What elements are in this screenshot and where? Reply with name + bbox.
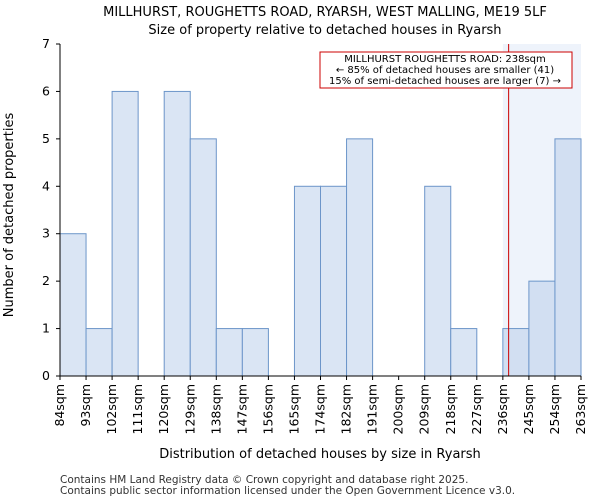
chart-title: MILLHURST, ROUGHETTS ROAD, RYARSH, WEST … bbox=[103, 5, 547, 20]
y-tick-label: 7 bbox=[42, 36, 50, 51]
annotation-line-1: MILLHURST ROUGHETTS ROAD: 238sqm bbox=[344, 54, 546, 65]
bar-series bbox=[59, 90, 582, 377]
y-tick-label: 3 bbox=[42, 226, 50, 241]
y-tick-label: 5 bbox=[42, 131, 50, 146]
footer-line-2: Contains public sector information licen… bbox=[60, 485, 515, 497]
annotation-line-3: 15% of semi-detached houses are larger (… bbox=[329, 76, 561, 87]
x-tick-label: 263sqm bbox=[573, 384, 588, 434]
annotation-box: MILLHURST ROUGHETTS ROAD: 238sqm ← 85% o… bbox=[319, 51, 573, 89]
bar bbox=[528, 280, 556, 377]
x-tick-label: 129sqm bbox=[182, 384, 197, 434]
chart-subtitle: Size of property relative to detached ho… bbox=[148, 23, 501, 38]
bar bbox=[111, 90, 139, 377]
bar bbox=[85, 328, 113, 377]
x-tick-label: 147sqm bbox=[234, 384, 249, 434]
y-tick-label: 0 bbox=[42, 368, 50, 383]
x-tick-label: 138sqm bbox=[208, 384, 223, 434]
bar bbox=[320, 185, 348, 377]
x-tick-label: 165sqm bbox=[286, 384, 301, 434]
x-tick-label: 209sqm bbox=[417, 384, 432, 434]
bar bbox=[59, 233, 87, 377]
bar bbox=[241, 328, 269, 377]
x-tick-label: 200sqm bbox=[391, 384, 406, 434]
bar bbox=[450, 328, 478, 377]
y-tick-label: 2 bbox=[42, 273, 50, 288]
bar bbox=[293, 185, 322, 377]
x-tick-label: 84sqm bbox=[52, 384, 67, 427]
y-tick-label: 6 bbox=[42, 83, 50, 98]
x-tick-label: 102sqm bbox=[104, 384, 119, 434]
x-tick-label: 174sqm bbox=[313, 384, 328, 434]
x-tick-label: 93sqm bbox=[78, 384, 93, 427]
x-tick-label: 254sqm bbox=[547, 384, 562, 434]
x-tick-label: 218sqm bbox=[443, 384, 458, 434]
x-tick-label: 191sqm bbox=[365, 384, 380, 434]
x-tick-label: 111sqm bbox=[130, 384, 145, 434]
footer-line-1: Contains HM Land Registry data © Crown c… bbox=[60, 474, 468, 486]
bar bbox=[215, 328, 243, 377]
x-tick-label: 182sqm bbox=[339, 384, 354, 434]
y-tick-label: 1 bbox=[42, 321, 50, 336]
x-tick-label: 236sqm bbox=[495, 384, 510, 434]
x-tick-label: 120sqm bbox=[156, 384, 171, 434]
x-axis-label: Distribution of detached houses by size … bbox=[159, 447, 481, 462]
x-tick-label: 245sqm bbox=[521, 384, 536, 434]
bar bbox=[502, 328, 530, 377]
bar bbox=[189, 138, 217, 377]
annotation-line-2: ← 85% of detached houses are smaller (41… bbox=[336, 65, 554, 76]
x-axis-ticks: 84sqm 93sqm 102sqm 111sqm 120sqm 129sqm 138sqm… bbox=[52, 376, 588, 434]
y-axis-ticks: 0 1 2 3 4 5 6 7 bbox=[42, 36, 60, 383]
bar bbox=[346, 138, 374, 377]
bar bbox=[163, 90, 191, 377]
bar bbox=[554, 138, 582, 377]
bar bbox=[424, 185, 452, 377]
y-tick-label: 4 bbox=[42, 178, 50, 193]
annotation-border bbox=[319, 51, 573, 89]
x-tick-label: 156sqm bbox=[260, 384, 275, 434]
x-tick-label: 227sqm bbox=[469, 384, 484, 434]
y-axis-label: Number of detached properties bbox=[2, 113, 17, 318]
